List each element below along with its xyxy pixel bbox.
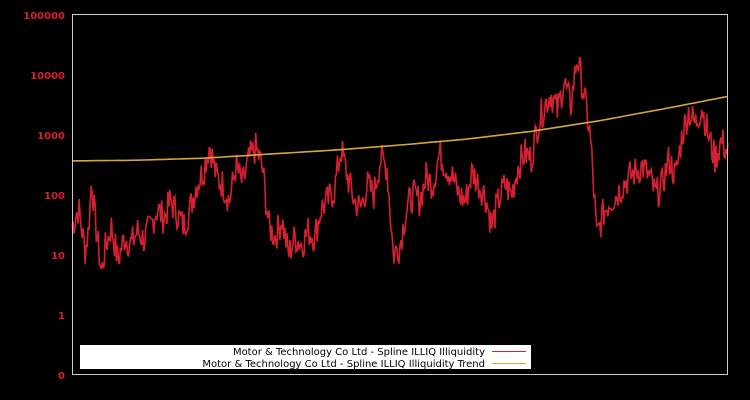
y-tick-label: 1 xyxy=(58,311,65,322)
legend-box xyxy=(80,345,531,369)
legend-label-trend: Motor & Technology Co Ltd - Spline ILLIQ… xyxy=(202,359,485,370)
trend-line xyxy=(71,95,729,162)
y-tick-label: 10000 xyxy=(30,71,65,82)
y-tick-label: 100 xyxy=(44,191,65,202)
legend-label-series: Motor & Technology Co Ltd - Spline ILLIQ… xyxy=(233,347,485,358)
y-tick-label: 1000 xyxy=(37,131,65,142)
y-tick-label: 10 xyxy=(51,251,65,262)
plot-frame xyxy=(72,14,728,375)
y-tick-label: 0 xyxy=(58,371,65,382)
legend: Motor & Technology Co Ltd - Spline ILLIQ… xyxy=(80,345,531,370)
illiquidity-line xyxy=(71,56,729,270)
y-tick-label: 100000 xyxy=(23,11,65,22)
illiquidity-series xyxy=(71,56,729,270)
trend-series xyxy=(71,95,729,162)
